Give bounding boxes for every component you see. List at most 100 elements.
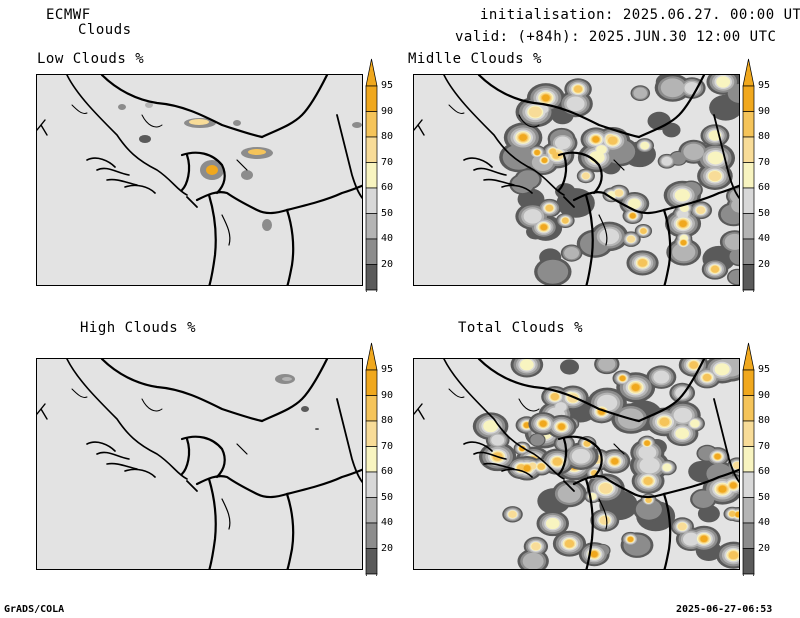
colorbar-segment [365, 136, 378, 163]
colorbar-high: 95 90 80 70 60 50 40 20 [365, 342, 393, 599]
cloud-cell [672, 242, 696, 262]
cloud-cell [233, 120, 241, 126]
border-line [572, 475, 666, 499]
cloud-cell [631, 383, 640, 391]
cloud-cell [206, 165, 218, 175]
border-line [260, 359, 329, 423]
cloud-cell [550, 393, 559, 401]
colorbar-segment [742, 395, 755, 422]
border-line [285, 468, 362, 496]
colorbar-tick-label: 20 [381, 258, 394, 270]
colorbar-segment [742, 420, 755, 447]
border-line [598, 159, 625, 246]
cloud-cell [530, 434, 545, 446]
colorbar-bottom-arrow [365, 573, 378, 599]
colorbar-top-arrow [742, 342, 755, 371]
colorbar-top-arrow [742, 58, 755, 87]
cloud-cell [560, 359, 579, 375]
border-line [414, 119, 425, 136]
border-line [221, 443, 248, 530]
cloud-cell [540, 224, 548, 231]
border-line [100, 75, 264, 139]
colorbar-tick-label: 95 [381, 80, 394, 91]
cloud-cell [679, 220, 687, 227]
panel-title-middle: Midlle Clouds % [408, 51, 542, 67]
cloud-cell [241, 170, 253, 180]
colorbar-bottom-arrow [365, 289, 378, 315]
colorbar-total: 95 90 80 70 60 50 40 20 [742, 342, 770, 599]
colorbar-segment [365, 85, 378, 112]
cloud-cell [675, 427, 690, 440]
colorbar-segment [365, 264, 378, 291]
panel-title-low: Low Clouds % [37, 51, 145, 67]
cloud-cell [619, 375, 626, 381]
map-middle-clouds [413, 74, 740, 286]
border-line [221, 159, 248, 246]
colorbar-tick-label: 50 [381, 207, 394, 219]
border-line [124, 184, 156, 194]
colorbar-segment [365, 162, 378, 189]
cloud-cell [541, 94, 550, 102]
cloud-cell [508, 510, 517, 518]
cloud-cell [583, 440, 591, 447]
border-line [414, 403, 425, 420]
cloud-cell [640, 228, 647, 234]
colorbar-segment [365, 522, 378, 549]
colorbar-tick-label: 80 [381, 131, 394, 142]
colorbar-segment [742, 162, 755, 189]
border-line [501, 184, 533, 194]
colorbar-segment [365, 471, 378, 498]
cloud-cell [564, 246, 580, 260]
border-line [563, 480, 575, 492]
cloud-cell [541, 157, 548, 163]
cloud-cell [674, 189, 690, 202]
border-line [662, 208, 672, 285]
cloud-cell [564, 539, 575, 548]
colorbar-tick-label: 90 [758, 389, 771, 401]
colorbar-segment [365, 369, 378, 396]
colorbar-segment [742, 369, 755, 396]
footer-timestamp: 2025-06-27-06:53 [676, 604, 773, 615]
colorbar-tick-label: 90 [381, 105, 394, 117]
border-line [66, 359, 188, 480]
valid-label: valid: (+84h): 2025.JUN.30 12:00 UTC [455, 29, 777, 45]
colorbar-tick-label: 20 [758, 542, 771, 554]
border-line [71, 104, 163, 128]
cloud-cell [700, 535, 708, 543]
cloud-cell [633, 87, 648, 99]
colorbar-tick-label: 50 [758, 491, 771, 503]
cloud-cell [523, 465, 531, 472]
border-line [557, 435, 603, 479]
cloud-cell [611, 458, 619, 465]
border-line [501, 468, 533, 478]
border-line [285, 184, 362, 212]
border-line [662, 492, 672, 569]
colorbar-svg [365, 58, 378, 315]
cloud-cell [561, 217, 569, 224]
cloud-cell [728, 270, 739, 285]
cloud-cell [727, 83, 739, 103]
cloud-cell [599, 482, 613, 494]
cloud-cell [682, 532, 700, 546]
colorbar-segment [365, 395, 378, 422]
colorbar-tick-label: 80 [381, 415, 394, 426]
cloud-cell [139, 135, 151, 143]
cloud-cell [599, 515, 611, 525]
colorbar-top-arrow [365, 342, 378, 371]
border-line [443, 75, 565, 196]
colorbar-segment [365, 548, 378, 575]
colorbar-segment [365, 446, 378, 473]
colorbar-tick-label: 90 [381, 389, 394, 401]
cloud-cell [707, 151, 724, 165]
colorbar-bottom-arrow [742, 289, 755, 315]
border-line [124, 468, 156, 478]
cloud-cell [531, 542, 541, 551]
border-line [37, 119, 48, 136]
cloud-cell [728, 551, 739, 560]
border-line [86, 441, 138, 470]
model-label: ECMWF [46, 7, 91, 23]
border-line [186, 196, 198, 208]
colorbar-tick-label: 95 [758, 80, 771, 91]
cloud-cell [607, 136, 618, 145]
map-low-svg [37, 75, 362, 285]
